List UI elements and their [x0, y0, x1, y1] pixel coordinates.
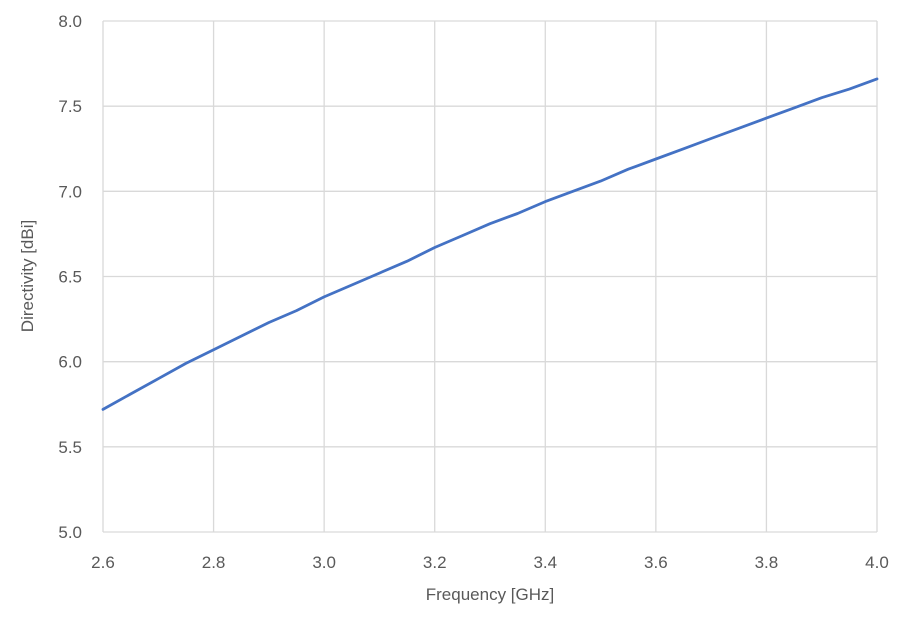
x-axis-tick-labels: 2.6 2.8 3.0 3.2 3.4 3.6 3.8 4.0	[91, 553, 889, 572]
x-tick-label: 3.6	[644, 553, 668, 572]
horizontal-gridlines	[103, 20, 877, 533]
x-tick-label: 3.2	[423, 553, 447, 572]
y-axis-tick-labels: 5.0 5.5 6.0 6.5 7.0 7.5 8.0	[58, 12, 82, 542]
y-tick-label: 6.5	[58, 268, 82, 287]
x-tick-label: 2.8	[202, 553, 226, 572]
y-tick-label: 6.0	[58, 353, 82, 372]
y-axis-title: Directivity [dBi]	[18, 220, 37, 332]
x-tick-label: 3.8	[755, 553, 779, 572]
y-tick-label: 7.5	[58, 97, 82, 116]
y-tick-label: 8.0	[58, 12, 82, 31]
x-tick-label: 3.4	[533, 553, 557, 572]
x-tick-label: 2.6	[91, 553, 115, 572]
y-tick-label: 5.0	[58, 523, 82, 542]
directivity-series-line	[101, 77, 879, 411]
x-axis-title: Frequency [GHz]	[426, 585, 555, 604]
x-tick-label: 3.0	[312, 553, 336, 572]
y-tick-label: 7.0	[58, 182, 82, 201]
y-tick-label: 5.5	[58, 438, 82, 457]
x-tick-label: 4.0	[865, 553, 889, 572]
series-lines	[101, 77, 879, 411]
